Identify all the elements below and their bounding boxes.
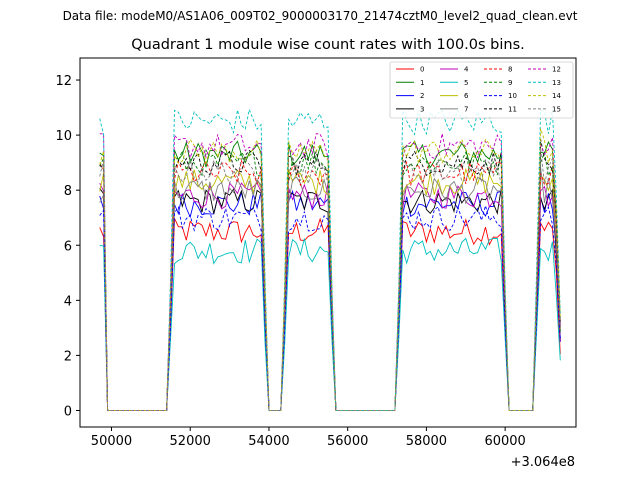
legend-frame (389, 61, 574, 119)
x-tick-label: 60000 (484, 434, 525, 449)
legend-label-10: 10 (508, 92, 517, 100)
legend-label-13: 13 (552, 79, 561, 87)
x-tick-label: 58000 (406, 434, 447, 449)
series-line-3 (99, 187, 561, 411)
x-tick-label: 52000 (170, 434, 211, 449)
legend-label-6: 6 (464, 92, 469, 100)
series-line-15 (99, 148, 561, 411)
chart-title: Quadrant 1 module wise count rates with … (131, 37, 525, 53)
y-tick-label: 6 (64, 239, 72, 254)
y-axis: 0 2 4 6 8 10 12 (55, 74, 80, 419)
series-line-10 (99, 203, 561, 411)
series-line-13 (99, 108, 561, 411)
x-axis-offset-label: +3.064e8 (511, 455, 575, 470)
series-layer (99, 108, 561, 411)
series-line-14 (99, 128, 561, 411)
legend-label-11: 11 (508, 105, 517, 113)
x-tick-label: 50000 (91, 434, 132, 449)
x-tick-label: 56000 (327, 434, 368, 449)
y-tick-label: 0 (64, 404, 72, 419)
axes-frame (79, 57, 577, 428)
y-tick-label: 12 (55, 74, 72, 89)
legend-label-3: 3 (420, 105, 424, 113)
y-tick-label: 8 (64, 184, 72, 199)
legend-label-15: 15 (552, 105, 561, 113)
x-axis: 50000 52000 54000 56000 58000 60000 (91, 427, 526, 449)
legend-label-1: 1 (420, 79, 424, 87)
legend-label-8: 8 (508, 66, 512, 74)
legend-label-7: 7 (464, 105, 468, 113)
legend-label-0: 0 (420, 66, 424, 74)
legend-label-14: 14 (552, 92, 561, 100)
axes-background (80, 58, 576, 427)
legend-label-12: 12 (552, 66, 561, 74)
y-tick-label: 2 (64, 349, 72, 364)
x-tick-label: 54000 (248, 434, 289, 449)
series-line-12 (99, 133, 561, 411)
legend-label-4: 4 (464, 66, 469, 74)
legend-label-2: 2 (420, 92, 424, 100)
plot-area (79, 57, 577, 428)
y-tick-label: 4 (64, 294, 72, 309)
legend-label-9: 9 (508, 79, 512, 87)
y-tick-label: 10 (55, 129, 72, 144)
chart-suptitle: Data file: modeM0/AS1A06_009T02_90000031… (63, 9, 578, 23)
legend-label-5: 5 (464, 79, 468, 87)
series-line-5 (99, 237, 561, 411)
